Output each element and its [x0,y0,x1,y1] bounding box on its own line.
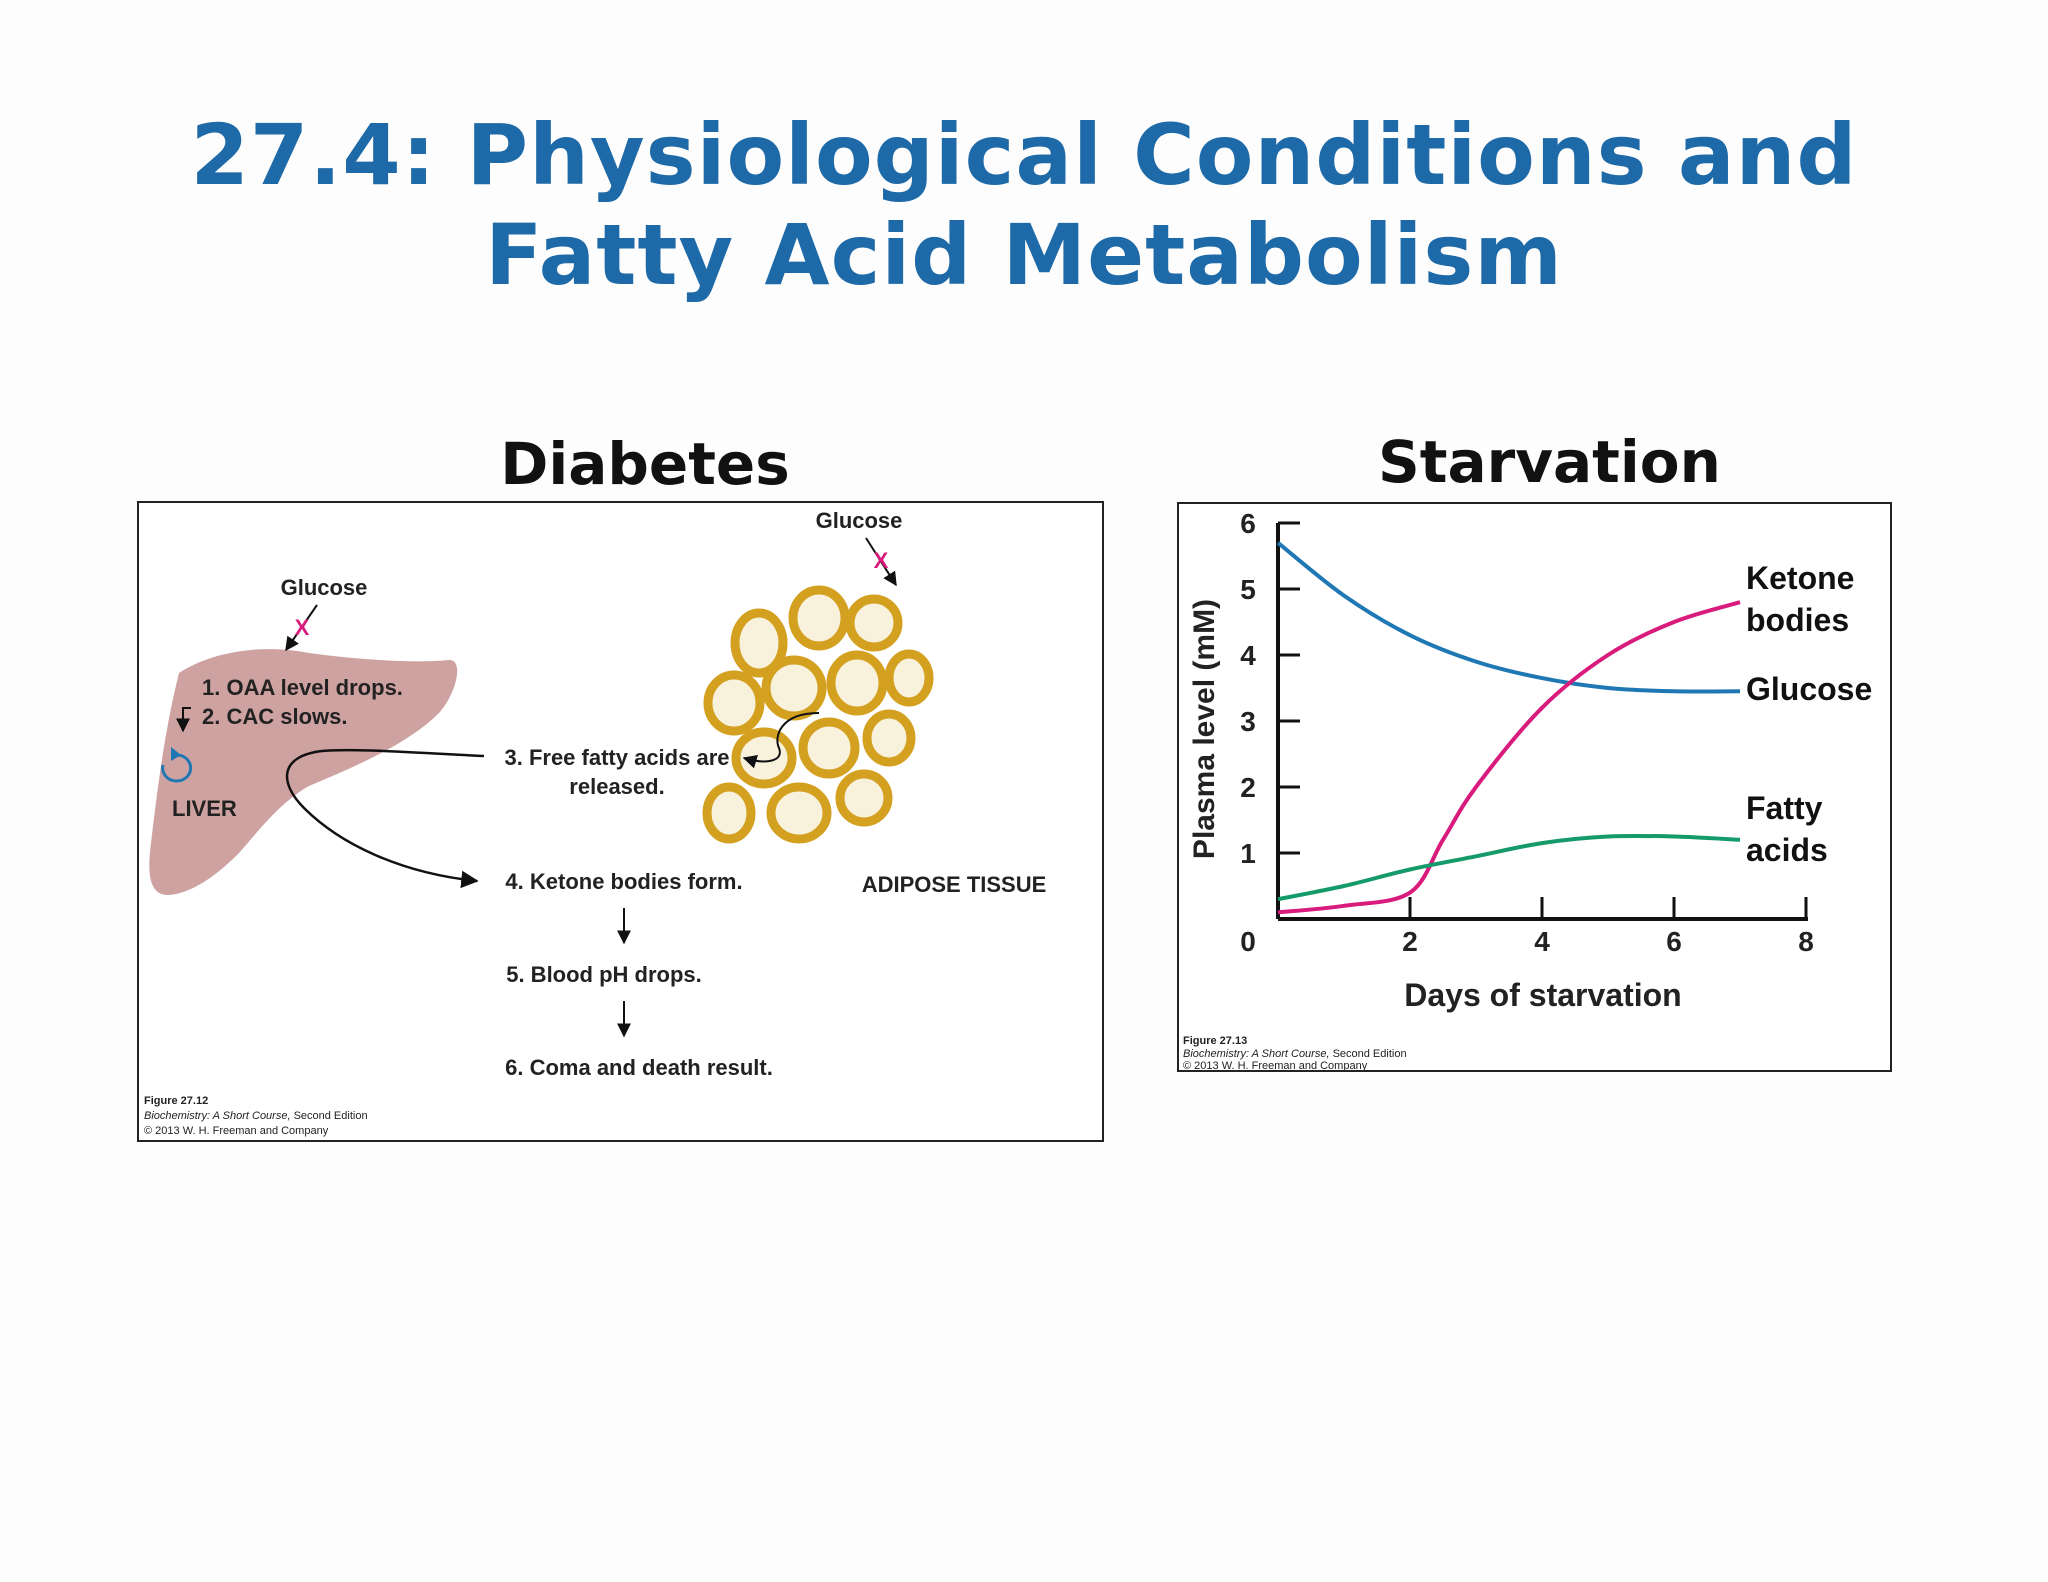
y-tick-label: 6 [1240,508,1256,539]
step-3-line-2: released. [569,774,664,799]
chart-series-labels: Ketone bodies Glucose Fatty acids [1746,560,1872,868]
slide-title-line-2: Fatty Acid Metabolism [485,206,1563,304]
diabetes-diagram: Glucose X 1. OAA level drops. 2. CAC slo… [144,508,1047,1137]
adipose-tissue-image [702,585,934,844]
series-line-glucose [1276,541,1741,694]
adipose-blocked-x: X [874,548,889,573]
step-3-line-1: 3. Free fatty acids are [504,745,729,770]
x-tick-label: 8 [1798,926,1814,957]
step-2: 2. CAC slows. [202,704,347,729]
step-1: 1. OAA level drops. [202,675,403,700]
step-6: 6. Coma and death result. [505,1055,773,1080]
step-4: 4. Ketone bodies form. [505,869,742,894]
y-tick-label: 1 [1240,838,1256,869]
x-tick-label: 6 [1666,926,1682,957]
x-tick-label: 4 [1534,926,1550,957]
glucose-liver-arrow [285,604,318,652]
y-tick-label: 5 [1240,574,1256,605]
starvation-credit-copyright: © 2013 W. H. Freeman and Company [1183,1060,1368,1070]
starvation-heading: Starvation [1378,428,1721,496]
series-line-fatty-acids [1277,833,1741,902]
cycle-arrow-icon [161,747,193,783]
diabetes-credit-copyright: © 2013 W. H. Freeman and Company [144,1125,329,1137]
series-label-0-line-2: bodies [1746,602,1849,638]
chart-plot-area [1276,541,1741,915]
liver-shape [149,649,458,896]
diabetes-credit-book: Biochemistry: A Short Course, Second Edi… [144,1110,368,1122]
y-axis-label: Plasma level (mM) [1188,599,1221,859]
slide-title-line-1: 27.4: Physiological Conditions and [190,106,1858,204]
starvation-chart: Plasma level (mM) Days of starvation 1 2 3… [1183,508,1872,1072]
series-label-2-line-2: acids [1746,832,1828,868]
glucose-adipose-label: Glucose [816,508,903,533]
diabetes-figure: Glucose X 1. OAA level drops. 2. CAC slo… [137,501,1104,1142]
diabetes-heading: Diabetes [500,430,790,498]
adipose-release-arrow [742,712,820,769]
adipose-label: ADIPOSE TISSUE [862,872,1047,897]
step-1-to-2-arrow [176,707,191,733]
liver-label: LIVER [172,796,237,821]
step-5: 5. Blood pH drops. [506,962,702,987]
glucose-adipose-arrow [865,537,897,587]
starvation-credit-book: Biochemistry: A Short Course, Second Edi… [1183,1048,1407,1060]
series-label-1-line-1: Glucose [1746,671,1872,707]
x-axis-label: Days of starvation [1404,977,1681,1013]
y-tick-label: 2 [1240,772,1256,803]
glucose-liver-label: Glucose [281,575,368,600]
starvation-figure-number: Figure 27.13 [1183,1035,1247,1047]
slide-title: 27.4: Physiological Conditions and Fatty… [0,105,2048,305]
y-tick-label: 4 [1240,640,1256,671]
x-tick-label: 0 [1240,926,1256,957]
starvation-figure: Plasma level (mM) Days of starvation 1 2 3… [1177,502,1892,1072]
diabetes-figure-number: Figure 27.12 [144,1095,208,1107]
y-tick-label: 3 [1240,706,1256,737]
x-tick-label: 2 [1402,926,1418,957]
series-label-0-line-1: Ketone [1746,560,1854,596]
series-label-2-line-1: Fatty [1746,790,1823,826]
liver-blocked-x: X [295,615,310,640]
chart-axes: 1 2 3 4 5 6 0 2 4 6 8 [1240,508,1814,957]
series-line-ketone-bodies [1277,600,1741,915]
fatty-acid-to-liver-arrow [285,748,485,889]
